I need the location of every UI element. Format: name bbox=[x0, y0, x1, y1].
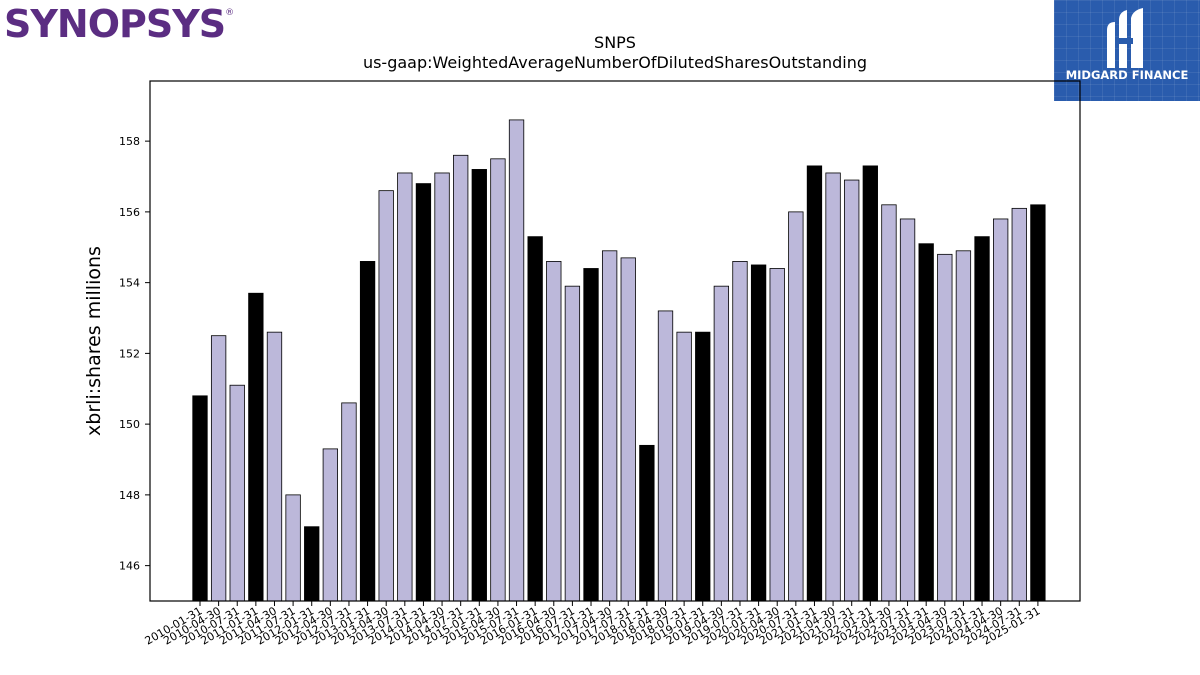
y-tick-label: 152 bbox=[119, 347, 140, 360]
bar bbox=[1011, 207, 1027, 602]
bar bbox=[881, 204, 897, 602]
bar bbox=[564, 285, 581, 602]
bar bbox=[583, 268, 599, 602]
y-tick-label: 158 bbox=[119, 135, 140, 148]
bar bbox=[453, 154, 469, 602]
chart-title: SNPS bbox=[594, 33, 636, 52]
bar bbox=[620, 257, 636, 602]
y-tick-label: 148 bbox=[119, 489, 140, 502]
bar bbox=[210, 335, 227, 602]
bar bbox=[341, 402, 357, 602]
chart-subtitle: us-gaap:WeightedAverageNumberOfDilutedSh… bbox=[362, 53, 868, 72]
bar bbox=[248, 292, 264, 602]
synopsys-logo: SYNOPSYS® bbox=[4, 2, 234, 46]
bar bbox=[732, 261, 748, 602]
bar bbox=[304, 526, 320, 602]
bar bbox=[359, 261, 376, 602]
bar bbox=[750, 264, 767, 602]
bar bbox=[434, 172, 450, 602]
bar bbox=[862, 165, 878, 602]
bar bbox=[192, 395, 208, 602]
midgard-logo-text: MIDGARD FINANCE bbox=[1065, 68, 1189, 82]
bar bbox=[508, 119, 525, 602]
bar bbox=[397, 172, 413, 602]
bar bbox=[657, 310, 674, 602]
midgard-finance-logo: MIDGARD FINANCE bbox=[1054, 0, 1200, 101]
y-tick-label: 156 bbox=[119, 206, 140, 219]
bar bbox=[899, 218, 916, 602]
bar bbox=[490, 158, 506, 602]
bar bbox=[695, 331, 711, 602]
bar bbox=[266, 331, 283, 602]
bar bbox=[825, 172, 841, 602]
bar bbox=[601, 250, 618, 602]
bar bbox=[769, 268, 785, 602]
bar bbox=[918, 243, 934, 602]
bar bbox=[285, 494, 301, 602]
bar bbox=[546, 261, 562, 602]
bar bbox=[937, 253, 953, 602]
bar bbox=[713, 285, 730, 602]
bar bbox=[471, 169, 487, 602]
y-axis-label: xbrli:shares millions bbox=[83, 246, 105, 436]
y-tick-label: 150 bbox=[119, 418, 140, 431]
bar bbox=[955, 250, 972, 602]
bar bbox=[1030, 204, 1046, 602]
bar bbox=[974, 236, 990, 602]
bar bbox=[806, 165, 823, 602]
bar bbox=[378, 190, 394, 602]
bar bbox=[844, 179, 860, 602]
bar bbox=[229, 384, 245, 602]
plot-frame bbox=[149, 80, 1081, 602]
registered-mark: ® bbox=[225, 8, 234, 18]
midgard-m-icon bbox=[1107, 8, 1143, 68]
bar bbox=[788, 211, 804, 602]
y-tick-label: 154 bbox=[119, 277, 140, 290]
bar bbox=[527, 236, 543, 602]
bar bbox=[676, 331, 692, 602]
bar bbox=[322, 448, 338, 602]
bar bbox=[415, 183, 432, 602]
y-tick-label: 146 bbox=[119, 560, 140, 573]
synopsys-logo-text: SYNOPSYS bbox=[4, 2, 226, 46]
bar bbox=[639, 444, 655, 602]
bar bbox=[993, 218, 1009, 602]
